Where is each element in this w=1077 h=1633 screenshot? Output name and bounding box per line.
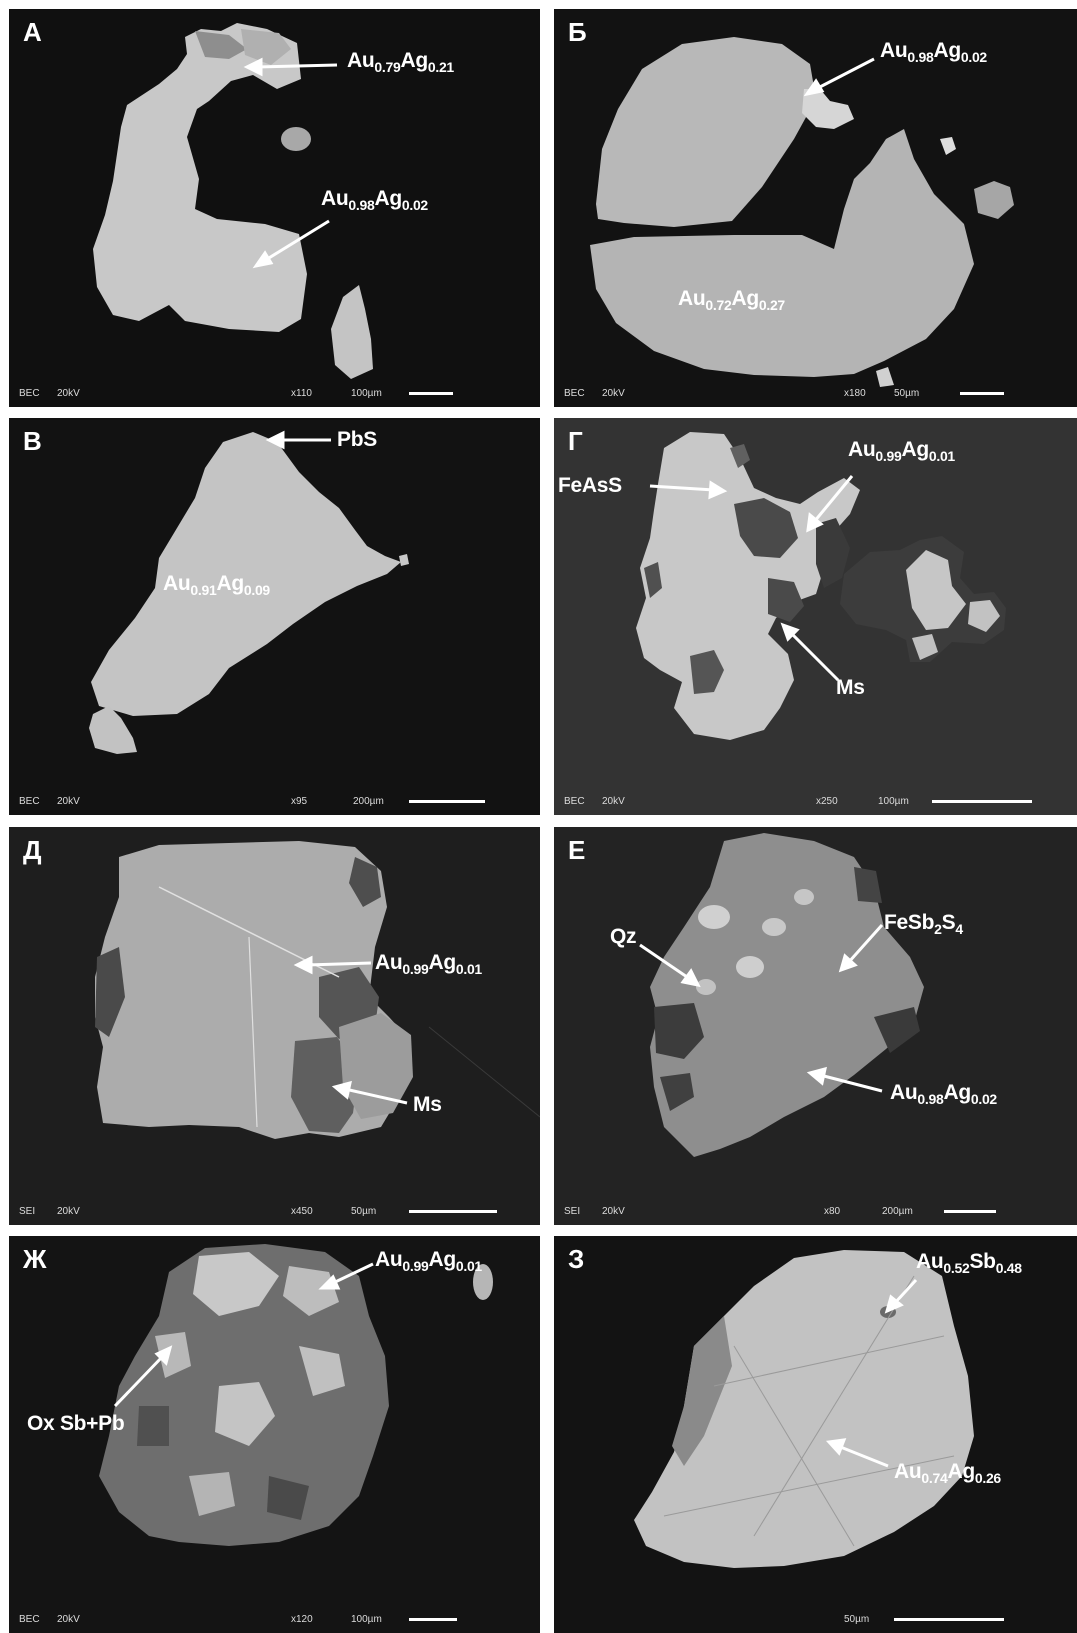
- composition-label: Au0.99Ag0.01: [375, 951, 482, 977]
- composition-label: Au0.52Sb0.48: [916, 1250, 1022, 1276]
- panel-letter: В: [23, 426, 42, 456]
- scale-bar: [409, 1210, 497, 1213]
- grain-image: [590, 37, 1014, 387]
- footer-magnification: x110: [291, 388, 312, 399]
- grain-image: [650, 833, 924, 1157]
- footer-mode: BEC: [564, 796, 585, 807]
- mineral-label: Ox Sb+Pb: [27, 1412, 125, 1435]
- footer-mode: BEC: [564, 388, 585, 399]
- label-arrows: [649, 475, 854, 682]
- grain-image: [93, 23, 373, 379]
- sem-panel-z: З Au0.52Sb0.48 Au0.74Ag0.26 50µm: [554, 1236, 1077, 1633]
- footer-mode: BEC: [19, 1614, 40, 1625]
- sem-panel-a: А Au0.79Ag0.21 Au0.98Ag0.02 BEC 20kV x11…: [9, 9, 540, 407]
- composition-label: Au0.98Ag0.02: [890, 1081, 997, 1107]
- scale-bar: [409, 1618, 457, 1621]
- footer-magnification: x95: [291, 796, 308, 807]
- footer-scale: 100µm: [878, 796, 909, 807]
- scale-bar: [409, 392, 453, 395]
- panel-letter: А: [23, 17, 42, 47]
- scale-bar: [409, 800, 485, 803]
- composition-label: Au0.98Ag0.02: [880, 39, 987, 65]
- mineral-label: PbS: [337, 428, 377, 451]
- panel-letter: Е: [568, 835, 586, 865]
- sem-panel-v: В PbS Au0.91Ag0.09 BEC 20kV x95 200µm: [9, 418, 540, 815]
- sem-panel-d: Д Au0.99Ag0.01 Ms SEI 20kV x450 50µm: [9, 827, 540, 1225]
- footer-scale: 100µm: [351, 1614, 382, 1625]
- footer-kv: 20kV: [57, 1206, 80, 1217]
- composition-label: Au0.79Ag0.21: [347, 49, 454, 75]
- label-arrows: [825, 1278, 918, 1468]
- footer-magnification: x180: [844, 388, 866, 399]
- footer-mode: SEI: [19, 1206, 36, 1217]
- mineral-label: FeAsS: [558, 474, 622, 497]
- grain-image: [634, 1250, 974, 1568]
- sem-panel-b: Б Au0.98Ag0.02 Au0.72Ag0.27 BEC 20kV x18…: [554, 9, 1077, 407]
- label-arrows: [639, 923, 884, 1093]
- panel-letter: З: [568, 1244, 585, 1274]
- label-arrows: [265, 430, 331, 450]
- panel-letter: Б: [568, 17, 587, 47]
- footer-mode: BEC: [19, 796, 40, 807]
- mineral-label: Qz: [610, 925, 637, 948]
- label-arrows: [803, 57, 875, 97]
- composition-label: Au0.99Ag0.01: [848, 438, 955, 464]
- composition-label: Au0.91Ag0.09: [163, 572, 270, 598]
- sem-panel-g: Г FeAsS Au0.99Ag0.01 Ms BEC 20kV x250 10…: [554, 418, 1077, 815]
- footer-scale: 200µm: [353, 796, 384, 807]
- scale-bar: [960, 392, 1004, 395]
- footer-magnification: x80: [824, 1206, 841, 1217]
- panel-letter: Г: [568, 426, 583, 456]
- mineral-label: Ms: [413, 1093, 442, 1116]
- footer-scale: 100µm: [351, 388, 382, 399]
- composition-label: Au0.72Ag0.27: [678, 287, 785, 313]
- panel-letter: Ж: [23, 1244, 47, 1274]
- label-arrows: [113, 1262, 374, 1408]
- footer-scale: 50µm: [351, 1206, 377, 1217]
- label-arrows: [243, 57, 338, 269]
- footer-scale: 50µm: [894, 388, 920, 399]
- footer-mode: BEC: [19, 388, 40, 399]
- footer-kv: 20kV: [57, 388, 80, 399]
- footer-magnification: x120: [291, 1614, 313, 1625]
- sem-panel-e: Е Qz FeSb2S4 Au0.98Ag0.02 SEI 20kV x80 2…: [554, 827, 1077, 1225]
- footer-magnification: x250: [816, 796, 838, 807]
- footer-scale: 50µm: [844, 1614, 870, 1625]
- composition-label: Au0.98Ag0.02: [321, 187, 428, 213]
- scale-bar: [932, 800, 1032, 803]
- composition-label: Au0.99Ag0.01: [375, 1248, 482, 1274]
- footer-magnification: x450: [291, 1206, 313, 1217]
- label-arrows: [293, 955, 408, 1105]
- footer-kv: 20kV: [602, 1206, 625, 1217]
- grain-image: [99, 1244, 493, 1546]
- scale-bar: [894, 1618, 1004, 1621]
- footer-mode: SEI: [564, 1206, 581, 1217]
- sem-panel-zh: Ж Au0.99Ag0.01 Ox Sb+Pb BEC 20kV x120 10…: [9, 1236, 540, 1633]
- mineral-label: Ms: [836, 676, 865, 699]
- grain-image: [89, 432, 409, 754]
- footer-kv: 20kV: [602, 388, 625, 399]
- composition-label: Au0.74Ag0.26: [894, 1460, 1001, 1486]
- scale-bar: [944, 1210, 996, 1213]
- panel-letter: Д: [23, 835, 42, 865]
- footer-kv: 20kV: [57, 796, 80, 807]
- grain-image: [636, 432, 1006, 740]
- footer-scale: 200µm: [882, 1206, 913, 1217]
- footer-kv: 20kV: [57, 1614, 80, 1625]
- composition-label: FeSb2S4: [884, 911, 963, 937]
- footer-kv: 20kV: [602, 796, 625, 807]
